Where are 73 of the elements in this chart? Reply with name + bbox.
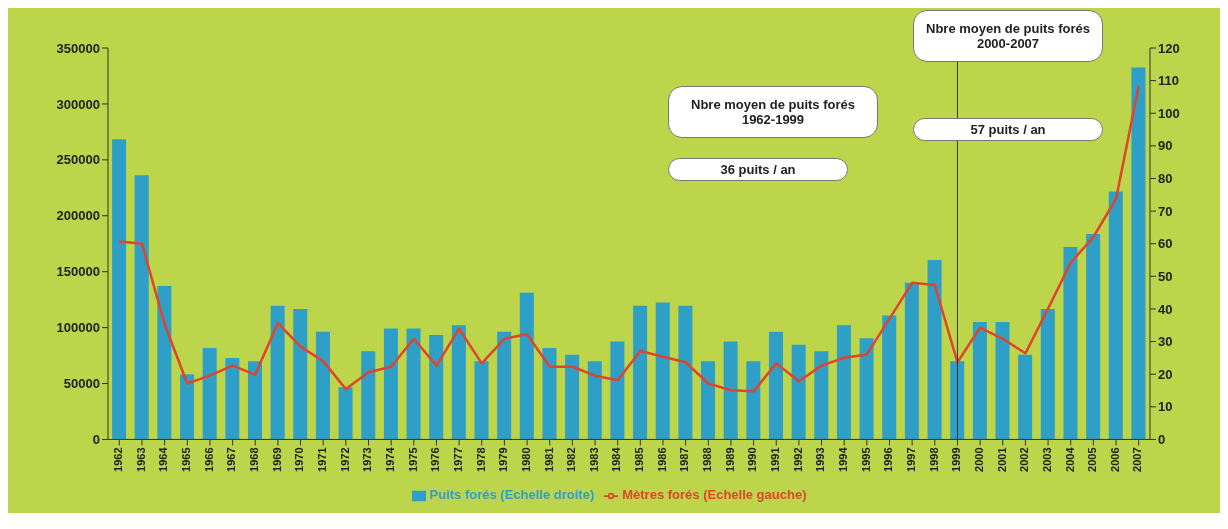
y2-tick-label: 90 bbox=[1158, 138, 1173, 154]
y2-tick-label: 60 bbox=[1158, 236, 1173, 252]
y2-tick-label: 80 bbox=[1158, 171, 1173, 187]
x-tick-label: 2002 bbox=[1018, 447, 1031, 472]
x-tick-label: 1987 bbox=[678, 447, 691, 472]
x-tick-label: 1995 bbox=[859, 447, 872, 472]
x-tick-label: 1977 bbox=[451, 447, 464, 472]
y2-tick-label: 20 bbox=[1158, 366, 1173, 382]
callout-box: Nbre moyen de puits forés 2000-2007 bbox=[913, 10, 1103, 62]
y-tick-label: 150000 bbox=[56, 264, 100, 280]
callout-box: 57 puits / an bbox=[913, 118, 1103, 141]
legend-label: Mètres forés (Echelle gauche) bbox=[622, 487, 807, 503]
callout-box: 36 puits / an bbox=[668, 158, 848, 181]
y2-tick-label: 100 bbox=[1158, 105, 1180, 121]
x-tick-label: 1970 bbox=[293, 447, 306, 472]
x-tick-label: 1992 bbox=[791, 447, 804, 472]
x-tick-label: 1963 bbox=[134, 447, 147, 472]
legend-label: Puits forés (Echelle droite) bbox=[429, 487, 595, 503]
x-tick-label: 2007 bbox=[1131, 447, 1144, 472]
x-tick-label: 1975 bbox=[406, 447, 419, 472]
x-tick-label: 1981 bbox=[542, 447, 555, 472]
x-tick-label: 1990 bbox=[746, 447, 759, 472]
y-tick-label: 200000 bbox=[56, 208, 100, 224]
x-tick-label: 1984 bbox=[610, 446, 623, 472]
y2-tick-label: 40 bbox=[1158, 301, 1173, 317]
y2-tick-label: 70 bbox=[1158, 203, 1173, 219]
x-tick-label: 1964 bbox=[157, 446, 170, 472]
y-tick-label: 250000 bbox=[56, 152, 100, 168]
y-tick-label: 0 bbox=[92, 432, 100, 448]
x-tick-label: 1962 bbox=[112, 447, 125, 472]
x-tick-label: 1993 bbox=[814, 447, 827, 472]
x-tick-label: 1967 bbox=[225, 447, 238, 472]
y-tick-label: 300000 bbox=[56, 96, 100, 112]
x-tick-label: 1996 bbox=[882, 447, 895, 472]
x-tick-label: 1991 bbox=[769, 447, 782, 472]
x-tick-label: 1997 bbox=[904, 447, 917, 472]
x-tick-label: 1971 bbox=[316, 447, 329, 472]
x-tick-label: 2001 bbox=[995, 447, 1008, 472]
x-tick-label: 1983 bbox=[587, 447, 600, 472]
x-tick-label: 1989 bbox=[723, 447, 736, 472]
x-tick-label: 2000 bbox=[972, 447, 985, 472]
x-tick-label: 1985 bbox=[633, 447, 646, 472]
x-tick-label: 1980 bbox=[519, 447, 532, 472]
x-tick-label: 2003 bbox=[1040, 447, 1053, 472]
x-tick-label: 1972 bbox=[338, 447, 351, 472]
x-tick-label: 1979 bbox=[497, 447, 510, 472]
x-tick-label: 1988 bbox=[701, 447, 714, 472]
x-tick-label: 1978 bbox=[474, 447, 487, 472]
y-tick-label: 50000 bbox=[63, 376, 100, 392]
y2-tick-label: 120 bbox=[1158, 40, 1180, 56]
x-tick-label: 1974 bbox=[383, 446, 396, 472]
x-tick-label: 2006 bbox=[1108, 447, 1121, 472]
x-tick-label: 1966 bbox=[202, 447, 215, 472]
x-tick-label: 1982 bbox=[565, 447, 578, 472]
x-tick-label: 2005 bbox=[1086, 447, 1099, 472]
x-tick-label: 1973 bbox=[361, 447, 374, 472]
y-tick-label: 350000 bbox=[56, 40, 100, 56]
x-tick-label: 1999 bbox=[950, 447, 963, 472]
y2-tick-label: 10 bbox=[1158, 399, 1173, 415]
x-tick-label: 1994 bbox=[837, 446, 850, 472]
x-tick-label: 1969 bbox=[270, 447, 283, 472]
x-tick-label: 1998 bbox=[927, 447, 940, 472]
y2-tick-label: 30 bbox=[1158, 334, 1173, 350]
x-tick-label: 1968 bbox=[248, 447, 261, 472]
x-tick-label: 1976 bbox=[429, 447, 442, 472]
x-tick-label: 1965 bbox=[180, 447, 193, 472]
y-tick-label: 100000 bbox=[56, 320, 100, 336]
y2-tick-label: 50 bbox=[1158, 268, 1173, 284]
y2-tick-label: 110 bbox=[1158, 73, 1179, 89]
y2-tick-label: 0 bbox=[1158, 432, 1166, 448]
x-tick-label: 1986 bbox=[655, 447, 668, 472]
x-tick-label: 2004 bbox=[1063, 446, 1076, 472]
callout-box: Nbre moyen de puits forés 1962-1999 bbox=[668, 86, 878, 138]
